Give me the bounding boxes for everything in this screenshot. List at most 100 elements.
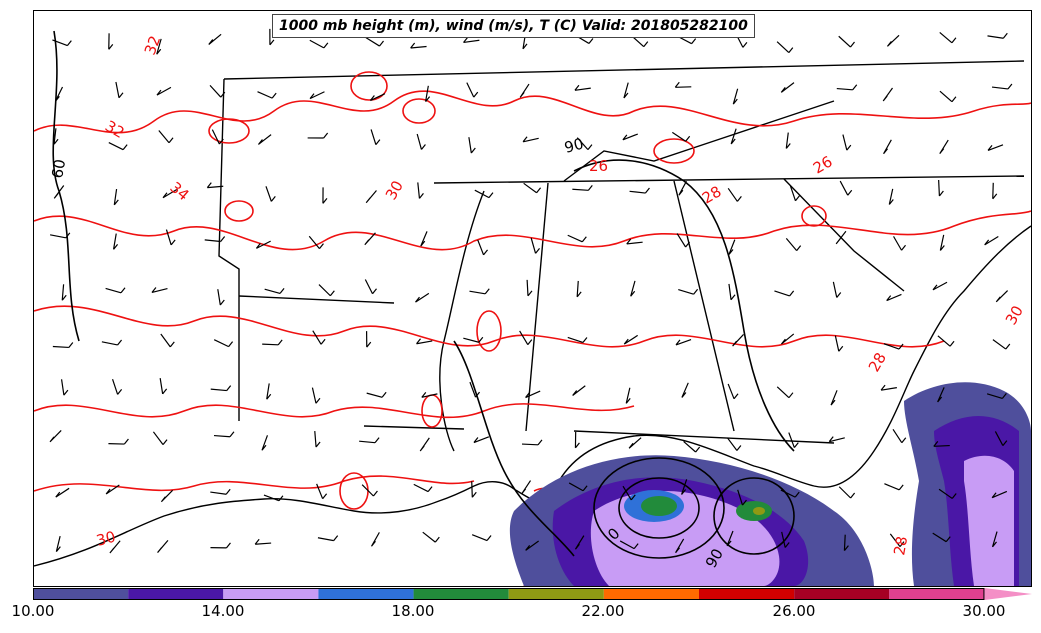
wind-barb: [318, 284, 335, 297]
wind-barb: [574, 535, 585, 550]
wind-barb: [52, 39, 72, 47]
wind-barb: [572, 184, 593, 191]
colorbar-tick-30: 30.00: [962, 602, 1006, 620]
wind-barb: [49, 430, 62, 443]
wind-barb: [159, 378, 168, 395]
wind-barb: [421, 391, 438, 398]
wind-barb: [369, 93, 386, 102]
wind-barb: [425, 85, 431, 102]
wind-barb: [834, 335, 844, 352]
wind-barb: [574, 84, 591, 91]
colorbar-bin: [413, 588, 509, 600]
wind-barb: [776, 386, 794, 399]
wind-barb: [525, 540, 539, 551]
wind-barb: [675, 538, 685, 554]
temp-label-34: 34: [166, 178, 192, 204]
wind-barb: [115, 81, 124, 99]
temp-label-28a: 28: [699, 182, 725, 207]
wind-barb: [774, 290, 795, 297]
map-svg: 32 32 34 30 26 28 26 28 30 28 30 60 90 0…: [34, 28, 1031, 586]
wind-barb: [264, 288, 285, 295]
wind-barb: [522, 136, 539, 143]
wind-barb: [781, 531, 790, 548]
wind-barb: [217, 289, 225, 306]
wind-barb: [789, 185, 800, 202]
temp-label-30c: 30: [1002, 302, 1027, 328]
wind-barb: [61, 284, 67, 301]
wind-barb: [567, 234, 587, 243]
wind-barb: [984, 236, 999, 246]
wind-barb: [938, 179, 944, 197]
wind-barb: [213, 431, 235, 438]
wind-barb: [422, 531, 440, 543]
wind-barb: [572, 385, 586, 396]
wind-barb: [359, 437, 380, 444]
wind-barb: [417, 182, 424, 199]
wind-barb: [474, 189, 494, 199]
wind-barb: [838, 486, 856, 499]
colorbar-bin: [508, 588, 604, 600]
temp-label-28b: 28: [865, 349, 890, 375]
wind-barb: [828, 436, 845, 443]
colorbar-tick-10: 10.00: [11, 602, 55, 620]
wind-barb: [726, 437, 742, 451]
wind-barb: [992, 182, 998, 200]
wind-barb: [884, 483, 904, 491]
wind-barb: [55, 487, 70, 498]
wind-barb: [938, 488, 957, 499]
wind-barb: [108, 438, 129, 445]
shaded-fields: [509, 382, 1031, 586]
wind-barb: [113, 188, 119, 206]
map-panel: 32 32 34 30 26 28 26 28 30 28 30 60 90 0…: [33, 10, 1032, 587]
wind-barbs: [49, 28, 1013, 554]
wind-barb: [255, 240, 271, 249]
wind-barb: [52, 342, 74, 349]
wind-barb: [308, 235, 324, 249]
wind-barb: [466, 82, 479, 98]
colorbar-bin: [223, 588, 319, 600]
height-label-60: 60: [48, 158, 69, 180]
wind-barb: [835, 230, 847, 245]
wind-barb: [210, 488, 231, 495]
wind-barb: [156, 38, 162, 55]
colorbar-bin: [699, 588, 795, 600]
wind-barb: [788, 432, 799, 448]
colorbar-bin: [603, 588, 699, 600]
wind-barb: [683, 440, 701, 453]
wind-barb: [576, 137, 593, 151]
wind-barb: [316, 483, 328, 500]
wind-barb: [370, 532, 380, 547]
wind-barb: [836, 84, 858, 91]
wind-barb: [265, 186, 276, 202]
map-title: 1000 mb height (m), wind (m/s), T (C) Va…: [272, 14, 755, 38]
temp-label-28c: 28: [890, 535, 911, 557]
wind-barb: [678, 180, 687, 196]
wind-barb: [676, 233, 691, 248]
wind-barb: [523, 182, 542, 194]
wind-barb: [730, 128, 737, 145]
wind-barb: [112, 233, 119, 250]
wind-barb: [309, 39, 329, 49]
wind-barb: [674, 81, 692, 88]
wind-barb: [530, 237, 541, 254]
temp-label-26b: 26: [810, 152, 836, 177]
colorbar-bin: [318, 588, 414, 600]
wind-barb: [727, 383, 739, 400]
wind-barb: [675, 338, 692, 346]
wind-barb: [158, 130, 174, 144]
wind-barb: [108, 33, 114, 50]
wind-barb: [312, 330, 326, 345]
wind-barb: [623, 82, 629, 99]
wind-barb: [157, 540, 169, 553]
wind-barb: [882, 87, 893, 102]
wind-barb: [365, 190, 377, 204]
wind-barb: [728, 239, 736, 255]
wind-barb: [521, 439, 543, 446]
wind-barb: [994, 431, 1008, 446]
colorbar-frame: [33, 588, 985, 600]
wind-barb: [839, 180, 853, 196]
temp-label-26a: 26: [589, 157, 608, 175]
wind-barb: [322, 187, 328, 204]
wind-barb: [780, 333, 795, 345]
wind-barb: [208, 33, 222, 45]
